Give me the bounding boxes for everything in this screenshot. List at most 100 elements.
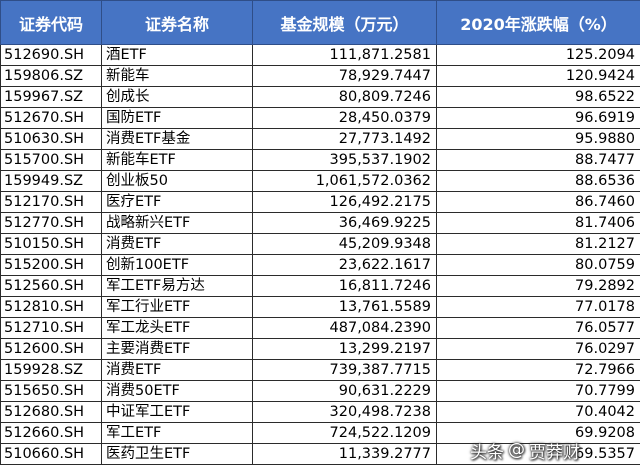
- table-row: 510630.SH 消费ETF基金 27,773.1492 95.9880: [0, 128, 640, 150]
- table-row: 512770.SH 战略新兴ETF 36,469.9225 81.7406: [0, 212, 640, 234]
- cell-code: 159928.SZ: [0, 359, 102, 381]
- cell-fund-scale: 23,622.1617: [252, 254, 437, 276]
- cell-2020-change: 69.5357: [436, 443, 640, 465]
- header-fund-scale: 基金规模（万元）: [252, 0, 437, 45]
- watermark-separator: @: [508, 440, 525, 460]
- header-code: 证券代码: [0, 0, 102, 45]
- cell-fund-scale: 395,537.1902: [252, 149, 437, 171]
- cell-code: 512560.SH: [0, 275, 102, 297]
- header-2020-change: 2020年涨跌幅（%）: [436, 0, 640, 45]
- cell-code: 512170.SH: [0, 191, 102, 213]
- cell-2020-change: 76.0577: [436, 317, 640, 339]
- cell-code: 512660.SH: [0, 422, 102, 444]
- cell-2020-change: 70.4042: [436, 401, 640, 423]
- cell-name: 创新100ETF: [101, 254, 253, 276]
- table-row: 515650.SH 消费50ETF 90,631.2229 70.7799: [0, 380, 640, 402]
- table-row: 515700.SH 新能车ETF 395,537.1902 88.7477: [0, 149, 640, 171]
- table-row: 512670.SH 国防ETF 28,450.0379 96.6919: [0, 107, 640, 129]
- table-row: 512710.SH 军工龙头ETF 487,084.2390 76.0577: [0, 317, 640, 339]
- header-name: 证券名称: [101, 0, 253, 45]
- cell-name: 医疗ETF: [101, 191, 253, 213]
- cell-fund-scale: 90,631.2229: [252, 380, 437, 402]
- cell-2020-change: 88.7477: [436, 149, 640, 171]
- cell-code: 159806.SZ: [0, 65, 102, 87]
- cell-name: 新能车ETF: [101, 149, 253, 171]
- cell-code: 510630.SH: [0, 128, 102, 150]
- cell-2020-change: 79.2892: [436, 275, 640, 297]
- cell-name: 消费ETF基金: [101, 128, 253, 150]
- cell-2020-change: 80.0759: [436, 254, 640, 276]
- cell-fund-scale: 111,871.2581: [252, 44, 437, 66]
- cell-code: 159967.SZ: [0, 86, 102, 108]
- cell-name: 消费50ETF: [101, 380, 253, 402]
- cell-name: 医药卫生ETF: [101, 443, 253, 465]
- cell-2020-change: 81.2127: [436, 233, 640, 255]
- cell-code: 159949.SZ: [0, 170, 102, 192]
- cell-code: 512810.SH: [0, 296, 102, 318]
- cell-2020-change: 96.6919: [436, 107, 640, 129]
- table-row: 515200.SH 创新100ETF 23,622.1617 80.0759: [0, 254, 640, 276]
- header-row: 证券代码 证券名称 基金规模（万元） 2020年涨跌幅（%）: [0, 0, 640, 45]
- cell-2020-change: 77.0178: [436, 296, 640, 318]
- cell-fund-scale: 80,809.7246: [252, 86, 437, 108]
- cell-name: 酒ETF: [101, 44, 253, 66]
- cell-2020-change: 120.9424: [436, 65, 640, 87]
- cell-fund-scale: 11,339.2777: [252, 443, 437, 465]
- cell-code: 512770.SH: [0, 212, 102, 234]
- table-row: 510150.SH 消费ETF 45,209.9348 81.2127: [0, 233, 640, 255]
- cell-code: 515700.SH: [0, 149, 102, 171]
- table-row: 512810.SH 军工行业ETF 13,761.5589 77.0178: [0, 296, 640, 318]
- cell-fund-scale: 28,450.0379: [252, 107, 437, 129]
- table-row: 159949.SZ 创业板50 1,061,572.0362 88.6536: [0, 170, 640, 192]
- cell-2020-change: 88.6536: [436, 170, 640, 192]
- table-row: 512560.SH 军工ETF易方达 16,811.7246 79.2892: [0, 275, 640, 297]
- watermark-author: 贾莽财: [529, 442, 580, 463]
- watermark: 头条 @ 贾莽财: [470, 436, 580, 464]
- cell-fund-scale: 724,522.1209: [252, 422, 437, 444]
- cell-fund-scale: 36,469.9225: [252, 212, 437, 234]
- cell-fund-scale: 78,929.7447: [252, 65, 437, 87]
- table-body: 512690.SH 酒ETF 111,871.2581 125.2094 159806.…: [0, 44, 640, 465]
- table-row: 510660.SH 医药卫生ETF 11,339.2777 69.5357: [0, 443, 640, 465]
- table-row: 512680.SH 中证军工ETF 320,498.7238 70.4042: [0, 401, 640, 423]
- cell-2020-change: 81.7406: [436, 212, 640, 234]
- table-row: 512170.SH 医疗ETF 126,492.2175 86.7460: [0, 191, 640, 213]
- cell-name: 主要消费ETF: [101, 338, 253, 360]
- cell-name: 创业板50: [101, 170, 253, 192]
- cell-2020-change: 98.6522: [436, 86, 640, 108]
- cell-name: 消费ETF: [101, 359, 253, 381]
- table-row: 159806.SZ 新能车 78,929.7447 120.9424: [0, 65, 640, 87]
- cell-code: 512710.SH: [0, 317, 102, 339]
- cell-name: 军工ETF: [101, 422, 253, 444]
- cell-name: 战略新兴ETF: [101, 212, 253, 234]
- cell-code: 512690.SH: [0, 44, 102, 66]
- cell-fund-scale: 13,299.2197: [252, 338, 437, 360]
- cell-name: 创成长: [101, 86, 253, 108]
- cell-fund-scale: 1,061,572.0362: [252, 170, 437, 192]
- cell-fund-scale: 739,387.7715: [252, 359, 437, 381]
- cell-code: 512680.SH: [0, 401, 102, 423]
- table-row: 512690.SH 酒ETF 111,871.2581 125.2094: [0, 44, 640, 66]
- cell-code: 510660.SH: [0, 443, 102, 465]
- cell-2020-change: 72.7966: [436, 359, 640, 381]
- cell-2020-change: 86.7460: [436, 191, 640, 213]
- cell-2020-change: 125.2094: [436, 44, 640, 66]
- cell-fund-scale: 13,761.5589: [252, 296, 437, 318]
- cell-name: 军工行业ETF: [101, 296, 253, 318]
- cell-2020-change: 76.0297: [436, 338, 640, 360]
- watermark-platform: 头条: [470, 442, 504, 463]
- cell-name: 新能车: [101, 65, 253, 87]
- cell-code: 510150.SH: [0, 233, 102, 255]
- cell-name: 国防ETF: [101, 107, 253, 129]
- cell-fund-scale: 16,811.7246: [252, 275, 437, 297]
- cell-name: 军工ETF易方达: [101, 275, 253, 297]
- cell-name: 消费ETF: [101, 233, 253, 255]
- cell-fund-scale: 27,773.1492: [252, 128, 437, 150]
- cell-2020-change: 95.9880: [436, 128, 640, 150]
- table-row: 512600.SH 主要消费ETF 13,299.2197 76.0297: [0, 338, 640, 360]
- cell-fund-scale: 320,498.7238: [252, 401, 437, 423]
- cell-name: 军工龙头ETF: [101, 317, 253, 339]
- cell-name: 中证军工ETF: [101, 401, 253, 423]
- cell-2020-change: 70.7799: [436, 380, 640, 402]
